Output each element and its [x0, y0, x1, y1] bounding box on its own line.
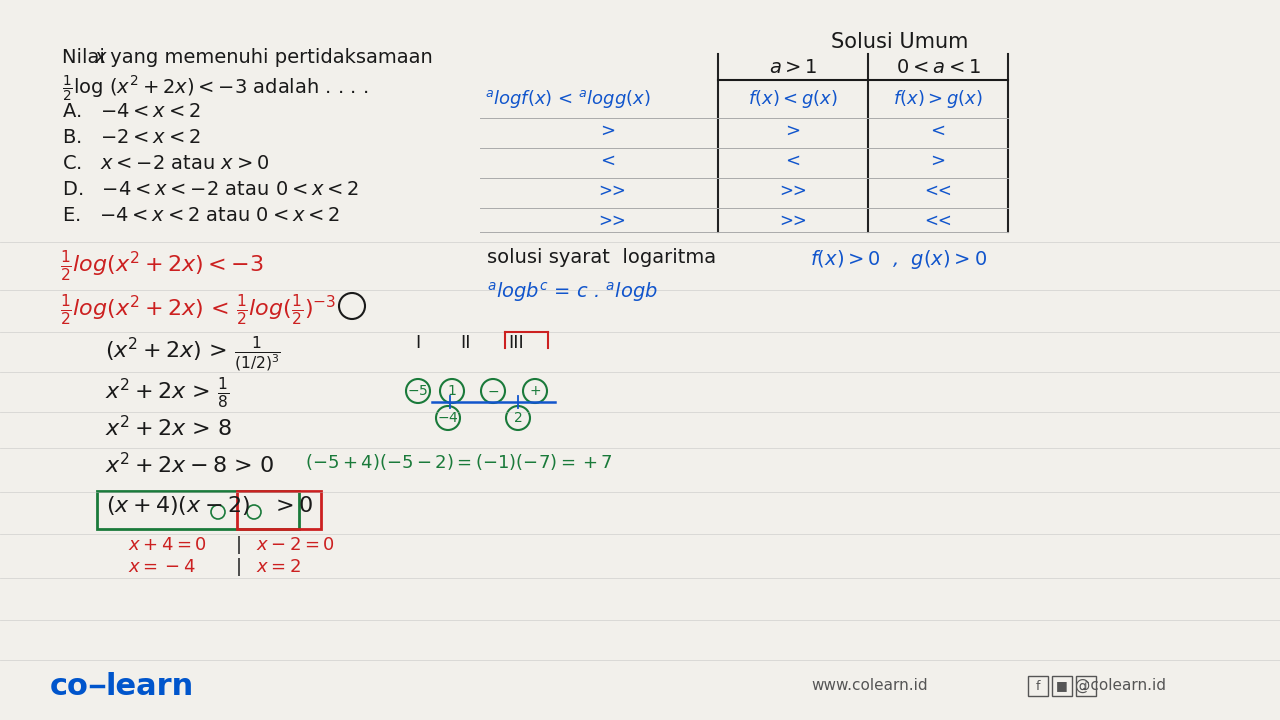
Text: $x+4=0$: $x+4=0$ [128, 536, 207, 554]
Text: $1$: $1$ [447, 384, 457, 398]
Text: $x^2+2x$ > $\frac{1}{8}$: $x^2+2x$ > $\frac{1}{8}$ [105, 375, 229, 410]
Text: $+$: $+$ [529, 384, 541, 398]
Text: www.colearn.id: www.colearn.id [812, 678, 928, 693]
Text: >>: >> [598, 212, 626, 230]
Text: $x-2=0$: $x-2=0$ [256, 536, 335, 554]
Text: f: f [1036, 680, 1041, 693]
Text: <<: << [924, 212, 952, 230]
Text: I: I [415, 334, 420, 352]
Text: B.   $-2 < x < 2$: B. $-2 < x < 2$ [61, 128, 201, 147]
Text: <: < [600, 152, 616, 170]
Text: D.   $-4 < x < -2$ atau $0 < x < 2$: D. $-4 < x < -2$ atau $0 < x < 2$ [61, 180, 360, 199]
Text: >: > [600, 122, 616, 140]
Text: Nilai: Nilai [61, 48, 111, 67]
Text: @colearn.id: @colearn.id [1074, 678, 1166, 693]
Text: yang memenuhi pertidaksamaan: yang memenuhi pertidaksamaan [104, 48, 433, 67]
Text: $^a$log$f(x)$ < $^a$log$g(x)$: $^a$log$f(x)$ < $^a$log$g(x)$ [485, 88, 650, 110]
Text: >>: >> [780, 212, 806, 230]
Text: $-5$: $-5$ [407, 384, 429, 398]
Text: |: | [236, 558, 242, 576]
Text: $x = 2$: $x = 2$ [256, 558, 301, 576]
Text: $-4$: $-4$ [438, 411, 458, 425]
Text: Solusi Umum: Solusi Umum [831, 32, 969, 52]
Text: ■: ■ [1056, 680, 1068, 693]
Text: >>: >> [598, 182, 626, 200]
Text: $\frac{1}{2}$log$(x^2+2x)$ < $\frac{1}{2}$log$(\frac{1}{2})^{-3}$: $\frac{1}{2}$log$(x^2+2x)$ < $\frac{1}{2… [60, 292, 337, 327]
Text: ♪: ♪ [1082, 680, 1091, 693]
Text: II: II [460, 334, 471, 352]
Text: $-$: $-$ [486, 384, 499, 398]
Text: |: | [236, 536, 242, 554]
Text: E.   $-4 < x < 2$ atau $0 < x < 2$: E. $-4 < x < 2$ atau $0 < x < 2$ [61, 206, 340, 225]
Text: $f(x) > 0$  ,  $g(x) > 0$: $f(x) > 0$ , $g(x) > 0$ [810, 248, 987, 271]
Text: III: III [508, 334, 524, 352]
Text: learn: learn [105, 672, 193, 701]
Text: $a > 1$: $a > 1$ [769, 58, 817, 77]
Text: <: < [931, 122, 946, 140]
Text: $(x+4)(x-2)$   $>0$: $(x+4)(x-2)$ $>0$ [106, 494, 314, 517]
Text: $^a$log$b^c$ = $c$ . $^a$log$b$: $^a$log$b^c$ = $c$ . $^a$log$b$ [486, 280, 658, 304]
Text: $x^2+2x - 8$ > $0$: $x^2+2x - 8$ > $0$ [105, 452, 274, 477]
Text: $(x^2+2x)$ > $\frac{1}{(1/2)^3}$: $(x^2+2x)$ > $\frac{1}{(1/2)^3}$ [105, 335, 280, 375]
Text: x: x [93, 48, 105, 67]
Text: $x^2+2x$ > $8$: $x^2+2x$ > $8$ [105, 415, 232, 440]
Text: >: > [786, 122, 800, 140]
Text: <<: << [924, 182, 952, 200]
Text: $\frac{1}{2}$log $(x^2 + 2x) < -3$ adalah . . . .: $\frac{1}{2}$log $(x^2 + 2x) < -3$ adala… [61, 74, 369, 104]
Text: >>: >> [780, 182, 806, 200]
Text: $f(x) < g(x)$: $f(x) < g(x)$ [748, 88, 838, 110]
Text: A.   $-4 < x < 2$: A. $-4 < x < 2$ [61, 102, 201, 121]
Text: $x = -4$: $x = -4$ [128, 558, 196, 576]
Text: solusi syarat  logaritma: solusi syarat logaritma [486, 248, 716, 267]
Text: $0 < a < 1$: $0 < a < 1$ [896, 58, 980, 77]
Text: $2$: $2$ [513, 411, 522, 425]
Text: C.   $x < -2$ atau $x > 0$: C. $x < -2$ atau $x > 0$ [61, 154, 269, 173]
Text: $f(x) > g(x)$: $f(x) > g(x)$ [893, 88, 983, 110]
Text: <: < [786, 152, 800, 170]
Text: $(-5+4)(-5-2) = (-1)(-7) = +7$: $(-5+4)(-5-2) = (-1)(-7) = +7$ [305, 452, 613, 472]
Text: $\frac{1}{2}$log$(x^2+2x) < -3$: $\frac{1}{2}$log$(x^2+2x) < -3$ [60, 248, 264, 283]
Text: >: > [931, 152, 946, 170]
Text: co: co [50, 672, 88, 701]
